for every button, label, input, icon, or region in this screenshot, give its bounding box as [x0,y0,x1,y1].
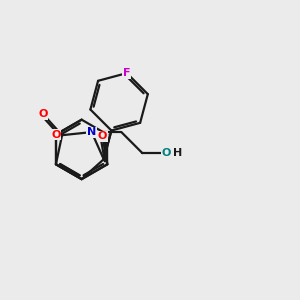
Text: O: O [161,148,171,158]
Text: N: N [87,127,96,137]
Text: O: O [98,131,107,142]
Text: H: H [173,148,182,158]
Text: O: O [51,130,61,140]
Text: O: O [38,109,48,119]
Text: F: F [123,68,130,78]
